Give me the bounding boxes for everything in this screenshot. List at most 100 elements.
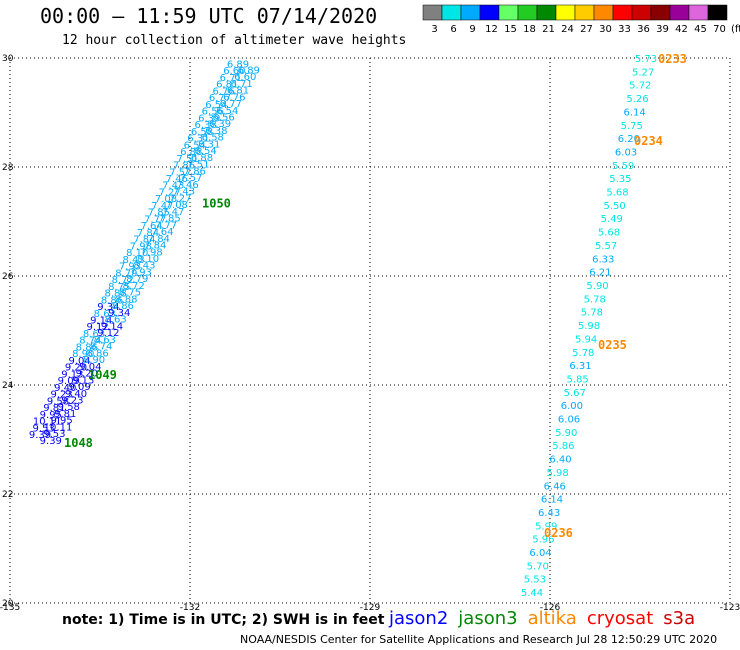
swh-point-label: 5.49 [601,214,623,225]
swh-point-label: 8.90 [72,349,94,360]
swh-point-label: 6.81 [216,80,238,91]
swh-point-label: 9.14 [101,321,123,332]
chart-grid [9,57,731,604]
swh-point-label: 8.63 [83,329,105,340]
swh-point-label: 6.40 [549,455,571,466]
x-tick-label: -135 [0,603,20,613]
swh-point-label: 7.64 [140,221,162,232]
swh-point-label: 8.63 [94,335,116,346]
swh-point-label: 9.23 [61,396,83,407]
legend-swatch [650,4,671,21]
swh-point-label: 7.84 [137,228,159,239]
swh-point-label: 9.58 [47,396,69,407]
swh-point-label: 6.60 [223,66,245,77]
swh-point-label: 8.75 [119,288,141,299]
swh-point-label: 5.68 [598,228,620,239]
swh-point-label: 7.77 [144,214,166,225]
legend-swatch [669,4,690,21]
swh-point-label: 7.84 [144,241,166,252]
swh-point-label: 9.95 [40,410,62,421]
swh-point-label: 5.86 [552,441,574,452]
pass-time-label: 1049 [88,368,117,382]
swh-point-label: 6.81 [227,86,249,97]
swh-point-label: 7.47 [151,201,173,212]
legend-label: 70 [713,24,726,35]
satellite-cryosat: cryosat [586,608,654,629]
page-subtitle: 12 hour collection of altimeter wave hei… [62,33,407,48]
legend-swatch [688,4,709,21]
legend-label: 36 [637,24,650,35]
swh-point-label: 8.10 [126,248,148,259]
swh-point-label: 6.31 [198,139,220,150]
y-tick-label: 26 [2,272,14,282]
legend-swatch [460,4,481,21]
swh-point-label: 8.10 [137,254,159,265]
swh-point-label: 10.11 [33,417,62,428]
legend-swatch [631,4,652,21]
swh-point-label: 5.50 [604,201,626,212]
legend-label: 27 [580,24,593,35]
legend-label: 21 [542,24,555,35]
swh-point-label: 9.40 [54,383,76,394]
swh-point-label: 8.79 [126,274,148,285]
swh-point-label: 8.63 [94,309,116,320]
swh-point-label: 6.89 [238,65,260,76]
swh-point-label: 9.13 [61,369,83,380]
swh-point-label: 5.85 [566,374,588,385]
legend-swatch [517,4,538,21]
swh-point-label: 7.57 [180,173,202,184]
swh-point-label: 5.44 [521,588,543,599]
swh-point-label: 7.43 [173,187,195,198]
swh-point-label: 8.43 [122,255,144,266]
swh-point-label: 5.59 [612,161,634,172]
swh-point-label: 5.78 [581,308,603,319]
satellite-jason2: jason2 [389,608,449,629]
swh-point-label: 9.20 [76,369,98,380]
chart-axes: -135-132-129-126-123-120202224262830 [0,54,740,613]
swh-point-label: 8.63 [104,315,126,326]
swh-point-label: 9.09 [58,376,80,387]
swh-point-label: 6.38 [194,120,216,131]
legend-swatch [422,4,443,21]
legend-unit: (ft) [731,24,740,35]
swh-point-label: 6.58 [202,133,224,144]
swh-point-label: 5.75 [621,121,643,132]
footer-credit: NOAA/NESDIS Center for Satellite Applica… [240,633,718,646]
swh-point-label: 6.46 [544,481,566,492]
swh-point-label: 10.11 [44,422,73,433]
x-tick-label: -126 [540,603,561,613]
swh-point-label: 8.86 [86,348,108,359]
swh-point-label: 9.53 [43,429,65,440]
swh-point-label: 9.39 [40,436,62,447]
swh-point-label: 6.76 [223,92,245,103]
swh-point-label: 7.57 [169,167,191,178]
legend-swatch [536,4,557,21]
swh-point-label: 5.96 [532,535,554,546]
swh-point-label: 6.39 [198,113,220,124]
altika-track: 5.73 5.27 5.72 5.26 6.14 5.75 6.20 6.03 5.59 5.35… [521,54,657,599]
swh-point-label: 6.20 [618,134,640,145]
footer-note: note: 1) Time is in UTC; 2) SWH is in fe… [62,612,385,628]
swh-point-label: 9.39 [29,430,51,441]
satellite-altika: altika [527,608,577,629]
satellite-s3a: s3a [663,608,696,629]
x-tick-label: -123 [720,603,740,613]
swh-point-label: 5.98 [547,468,569,479]
y-tick-label: 20 [2,599,14,609]
swh-point-label: 6.88 [191,153,213,164]
pass-time-label: 0234 [634,134,663,148]
swh-point-label: 6.14 [541,495,563,506]
swh-point-label: 6.56 [202,107,224,118]
swh-point-label: 9.12 [97,328,119,339]
swh-point-label: 5.67 [564,388,586,399]
swh-point-label: 9.04 [68,356,90,367]
swh-point-label: 7.85 [158,214,180,225]
swh-point-label: 8.90 [83,355,105,366]
swh-point-label: 6.04 [529,548,551,559]
swh-point-label: 6.77 [209,93,231,104]
legend-swatch [479,4,500,21]
swh-point-label: 5.90 [555,428,577,439]
swh-point-label: 9.53 [32,423,54,434]
legend-label: 18 [523,24,536,35]
swh-point-label: 5.26 [626,94,648,105]
